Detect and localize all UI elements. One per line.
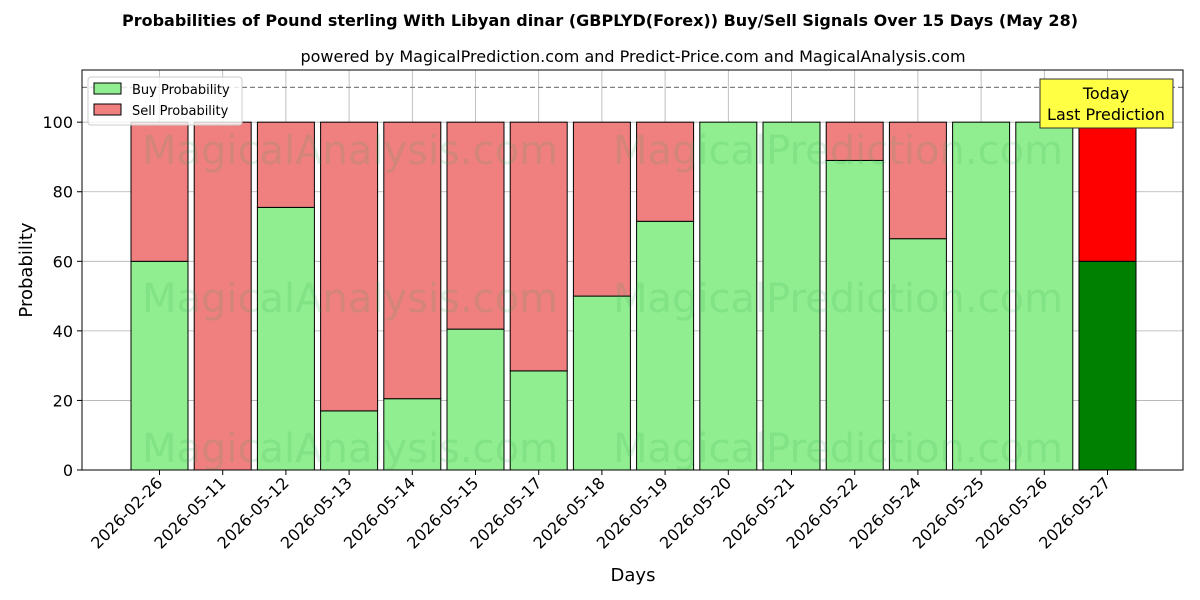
watermark-text: MagicalPrediction.com [613,128,1063,174]
sell-bar [636,121,695,222]
buy-bar [256,206,315,471]
watermark-text: MagicalPrediction.com [613,276,1063,322]
sell-bar [256,121,315,208]
buy-bar [636,220,695,471]
buy-bar [1078,260,1137,471]
legend-box [87,76,243,126]
y-tick-label: 0 [63,461,73,480]
plot-area: MagicalAnalysis.com MagicalPrediction.com… [42,69,1184,553]
y-tick-label: 40 [53,322,73,341]
sell-bar [446,121,505,330]
buy-bar [572,295,631,471]
chart-subtitle: powered by MagicalPrediction.com and Pre… [300,47,965,66]
sell-bar [320,121,379,412]
plot-frame [81,69,1184,471]
sell-bar [1078,121,1137,262]
buy-bar [888,238,947,471]
legend-label-sell: Sell Probability [132,104,229,119]
today-annotation-box [1039,78,1174,129]
today-annotation-line2: Last Prediction [1047,105,1165,124]
watermark-text: MagicalAnalysis.com [142,128,558,174]
sell-bar [383,121,442,400]
y-tick-label: 20 [53,391,73,410]
sell-bar [130,121,189,262]
buy-bar [1015,121,1074,471]
y-tick-label: 80 [53,183,73,202]
watermark-text: MagicalPrediction.com [613,426,1063,472]
watermark-text: MagicalAnalysis.com [142,426,558,472]
sell-bar [509,121,568,372]
sell-bar [888,121,947,240]
y-tick-label: 60 [53,252,73,271]
legend-swatch-buy [93,82,122,95]
legend-label-buy: Buy Probability [132,83,230,98]
x-axis-label: Days [611,565,656,586]
today-annotation-line1: Today [1082,84,1129,103]
buy-bar [762,121,821,471]
y-axis-label: Probability [16,222,37,317]
buy-bar [383,398,442,471]
legend-swatch-sell [93,103,122,116]
chart-title: Probabilities of Pound sterling With Lib… [122,11,1078,30]
sell-bar [572,121,631,297]
y-tick-label: 100 [42,113,73,132]
watermark-text: MagicalAnalysis.com [142,276,558,322]
sell-bar [825,121,884,161]
buy-bar [825,159,884,471]
buy-bar [952,121,1011,471]
